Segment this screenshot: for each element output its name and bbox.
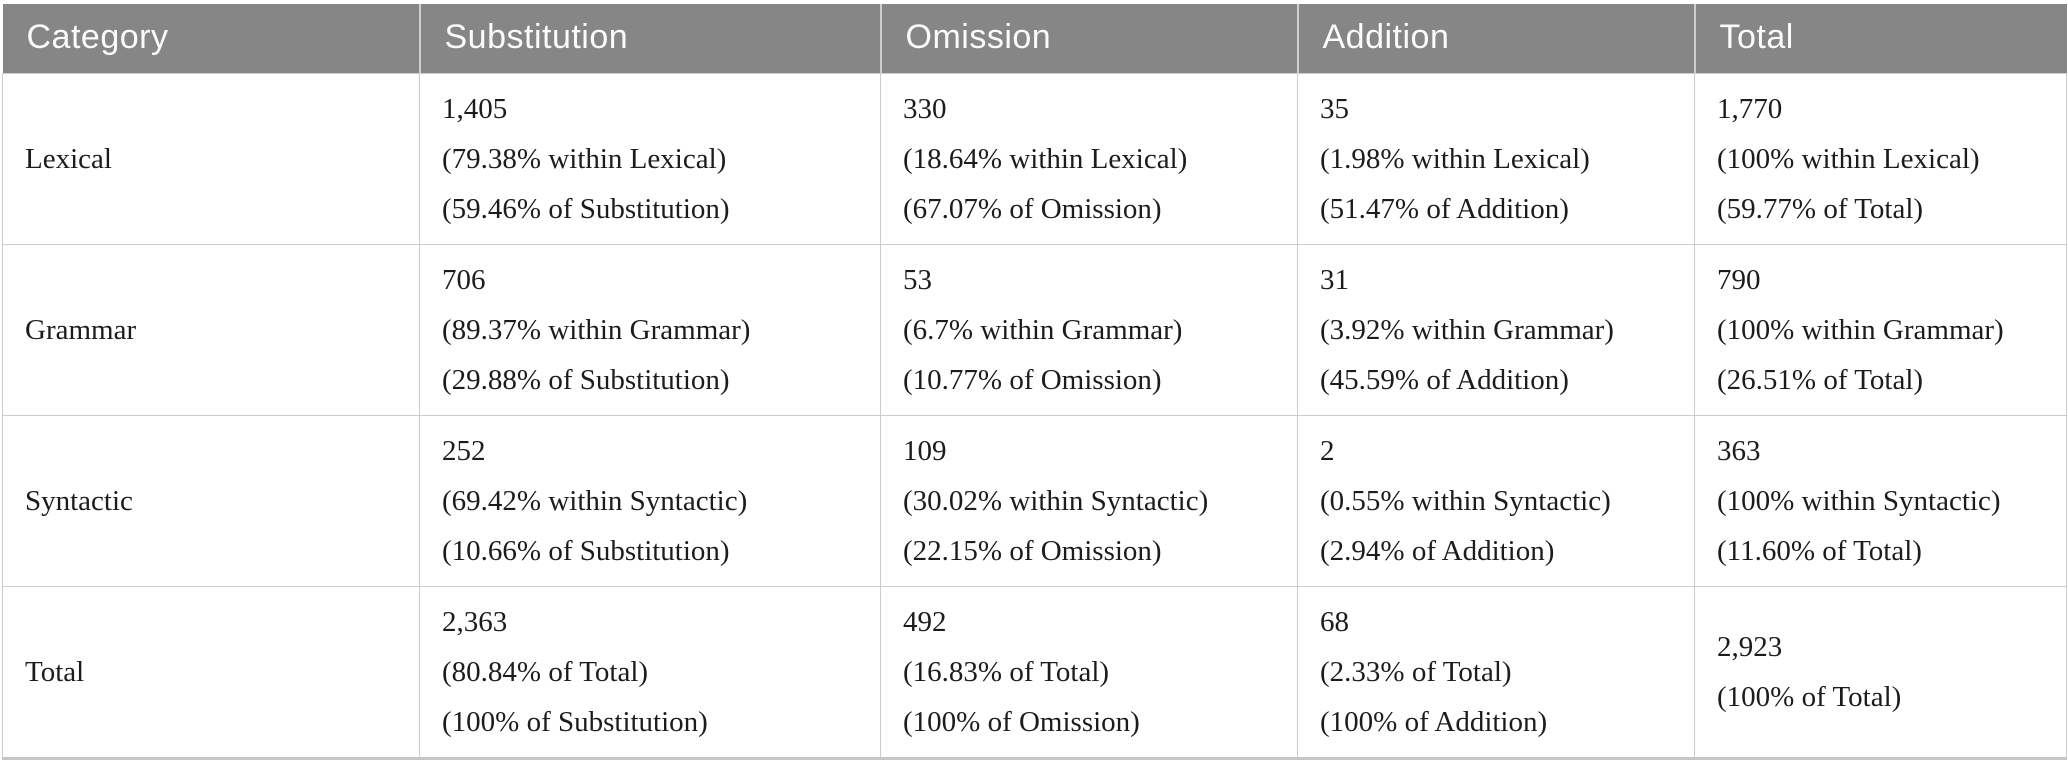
cell-total-category: Total — [2, 586, 420, 759]
cell-percent-of: (22.15% of Omission) — [903, 535, 1162, 567]
cell-percent-within: (30.02% within Syntactic) — [903, 485, 1209, 517]
cell-grammar-category: Grammar — [2, 244, 420, 416]
cell-lexical-substitution: 1,405 (79.38% within Lexical) (59.46% of… — [419, 73, 881, 245]
cell-count: 35 — [1320, 93, 1349, 125]
cell-total-addition: 68 (2.33% of Total) (100% of Addition) — [1297, 586, 1695, 759]
table-row-lexical: Lexical 1,405 (79.38% within Lexical) (5… — [2, 73, 2067, 245]
cell-count: 1,405 — [442, 93, 508, 125]
cell-percent-of: (59.46% of Substitution) — [442, 193, 730, 225]
cell-percent-within: (100% within Grammar) — [1717, 314, 2004, 346]
table-header: Category Substitution Omission Addition … — [2, 4, 2067, 74]
cell-percent-within: (69.42% within Syntactic) — [442, 485, 748, 517]
cell-percent-of-total: (100% of Total) — [1717, 681, 1902, 713]
cell-lexical-omission: 330 (18.64% within Lexical) (67.07% of O… — [880, 73, 1298, 245]
column-header-category: Category — [2, 4, 420, 74]
cell-percent-within: (89.37% within Grammar) — [442, 314, 751, 346]
cell-grammar-omission: 53 (6.7% within Grammar) (10.77% of Omis… — [880, 244, 1298, 416]
error-category-table: Category Substitution Omission Addition … — [2, 4, 2067, 760]
cell-syntactic-category: Syntactic — [2, 415, 420, 587]
table-row-syntactic: Syntactic 252 (69.42% within Syntactic) … — [2, 415, 2067, 587]
row-label: Total — [25, 656, 85, 688]
column-header-addition: Addition — [1296, 4, 1695, 74]
cell-count: 2,363 — [442, 606, 508, 638]
cell-percent-of: (10.66% of Substitution) — [442, 535, 730, 567]
cell-count: 706 — [442, 264, 486, 296]
cell-percent-of: (59.77% of Total) — [1717, 193, 1924, 225]
cell-percent-within: (3.92% within Grammar) — [1320, 314, 1614, 346]
cell-count: 790 — [1717, 264, 1761, 296]
cell-percent-within: (100% within Syntactic) — [1717, 485, 2001, 517]
cell-count: 31 — [1320, 264, 1349, 296]
cell-syntactic-omission: 109 (30.02% within Syntactic) (22.15% of… — [880, 415, 1298, 587]
column-header-omission: Omission — [879, 4, 1298, 74]
cell-lexical-addition: 35 (1.98% within Lexical) (51.47% of Add… — [1297, 73, 1695, 245]
cell-count: 68 — [1320, 606, 1349, 638]
cell-syntactic-total: 363 (100% within Syntactic) (11.60% of T… — [1694, 415, 2067, 587]
row-label: Syntactic — [25, 485, 133, 517]
row-label: Lexical — [25, 143, 112, 175]
cell-grammar-addition: 31 (3.92% within Grammar) (45.59% of Add… — [1297, 244, 1695, 416]
cell-percent-within: (6.7% within Grammar) — [903, 314, 1183, 346]
column-header-substitution: Substitution — [418, 4, 881, 74]
cell-lexical-category: Lexical — [2, 73, 420, 245]
cell-percent-of: (100% of Substitution) — [442, 706, 708, 738]
cell-percent-within: (1.98% within Lexical) — [1320, 143, 1590, 175]
table-row-total: Total 2,363 (80.84% of Total) (100% of S… — [2, 586, 2067, 759]
cell-percent-of: (26.51% of Total) — [1717, 364, 1924, 396]
cell-percent-within: (18.64% within Lexical) — [903, 143, 1188, 175]
column-header-total: Total — [1693, 4, 2067, 74]
cell-percent-of-total: (2.33% of Total) — [1320, 656, 1512, 688]
cell-percent-of: (100% of Omission) — [903, 706, 1140, 738]
cell-percent-of: (45.59% of Addition) — [1320, 364, 1569, 396]
cell-percent-within: (100% within Lexical) — [1717, 143, 1980, 175]
cell-count: 2,923 — [1717, 631, 1783, 663]
cell-grammar-substitution: 706 (89.37% within Grammar) (29.88% of S… — [419, 244, 881, 416]
cell-total-substitution: 2,363 (80.84% of Total) (100% of Substit… — [419, 586, 881, 759]
cell-percent-of: (29.88% of Substitution) — [442, 364, 730, 396]
table-row-grammar: Grammar 706 (89.37% within Grammar) (29.… — [2, 244, 2067, 416]
cell-syntactic-substitution: 252 (69.42% within Syntactic) (10.66% of… — [419, 415, 881, 587]
cell-lexical-total: 1,770 (100% within Lexical) (59.77% of T… — [1694, 73, 2067, 245]
cell-percent-of: (10.77% of Omission) — [903, 364, 1162, 396]
cell-count: 252 — [442, 435, 486, 467]
cell-count: 330 — [903, 93, 947, 125]
table-body: Lexical 1,405 (79.38% within Lexical) (5… — [2, 73, 2067, 759]
cell-percent-within: (79.38% within Lexical) — [442, 143, 727, 175]
header-row: Category Substitution Omission Addition … — [2, 4, 2067, 74]
cell-count: 2 — [1320, 435, 1335, 467]
cell-syntactic-addition: 2 (0.55% within Syntactic) (2.94% of Add… — [1297, 415, 1695, 587]
cell-grammar-total: 790 (100% within Grammar) (26.51% of Tot… — [1694, 244, 2067, 416]
cell-percent-of: (11.60% of Total) — [1717, 535, 1922, 567]
cell-count: 53 — [903, 264, 932, 296]
cell-percent-of-total: (16.83% of Total) — [903, 656, 1110, 688]
cell-percent-of: (51.47% of Addition) — [1320, 193, 1569, 225]
cell-count: 1,770 — [1717, 93, 1783, 125]
cell-percent-of: (67.07% of Omission) — [903, 193, 1162, 225]
cell-percent-of-total: (80.84% of Total) — [442, 656, 649, 688]
cell-total-omission: 492 (16.83% of Total) (100% of Omission) — [880, 586, 1298, 759]
cell-count: 109 — [903, 435, 947, 467]
row-label: Grammar — [25, 314, 137, 346]
cell-count: 363 — [1717, 435, 1761, 467]
cell-total-total: 2,923 (100% of Total) — [1694, 586, 2067, 759]
cell-percent-of: (100% of Addition) — [1320, 706, 1548, 738]
cell-count: 492 — [903, 606, 947, 638]
cell-percent-of: (2.94% of Addition) — [1320, 535, 1555, 567]
cell-percent-within: (0.55% within Syntactic) — [1320, 485, 1611, 517]
